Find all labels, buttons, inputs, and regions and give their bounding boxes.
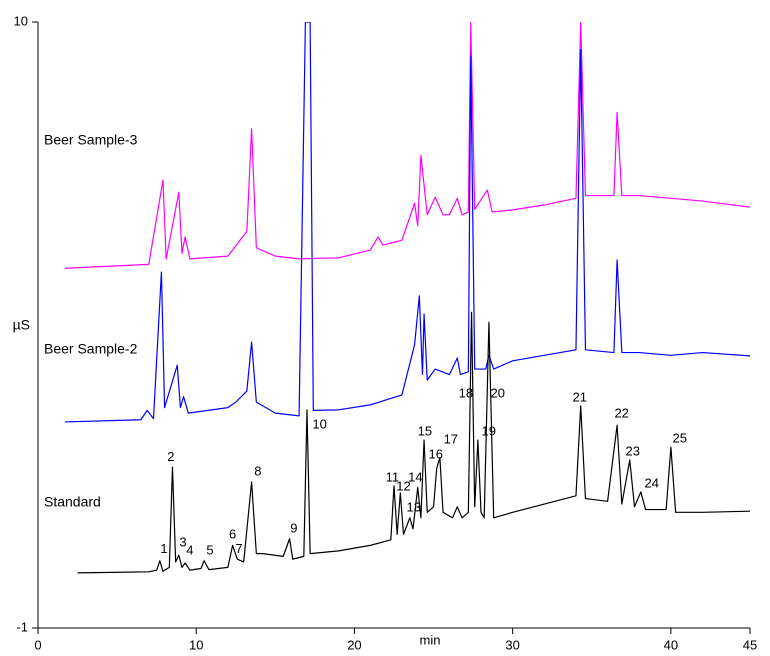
peak-label: 8 xyxy=(254,464,261,479)
x-tick-label: 45 xyxy=(743,637,757,652)
peak-label: 6 xyxy=(229,526,236,541)
peak-label: 4 xyxy=(186,542,193,557)
y-tick-label: 10 xyxy=(14,13,28,28)
trace-line xyxy=(64,22,751,269)
peak-label: 24 xyxy=(645,476,659,491)
peak-label: 21 xyxy=(573,390,587,405)
trace-line xyxy=(64,22,751,423)
peak-label: 16 xyxy=(429,446,443,461)
series-label: Beer Sample-3 xyxy=(44,132,138,148)
peak-label: 14 xyxy=(408,470,422,485)
peak-label: 13 xyxy=(407,499,421,514)
y-axis-label: µS xyxy=(13,317,30,333)
peak-label: 2 xyxy=(167,449,174,464)
peak-label: 1 xyxy=(160,541,167,556)
peak-label: 17 xyxy=(444,432,458,447)
y-tick-label: -1 xyxy=(16,619,28,634)
x-tick-label: 10 xyxy=(189,637,203,652)
peak-label: 12 xyxy=(396,478,410,493)
peak-label: 23 xyxy=(626,444,640,459)
plot-area xyxy=(64,22,751,574)
x-tick-label: 30 xyxy=(505,637,519,652)
peak-label: 3 xyxy=(179,535,186,550)
peak-label: 18 xyxy=(459,385,473,400)
series-label: Standard xyxy=(44,494,101,510)
x-tick-label: 0 xyxy=(34,637,41,652)
peak-label: 19 xyxy=(482,423,496,438)
trace-line xyxy=(77,311,751,574)
peak-label: 15 xyxy=(418,423,432,438)
peak-label: 7 xyxy=(235,541,242,556)
peak-label: 22 xyxy=(614,406,628,421)
peak-label: 9 xyxy=(290,520,297,535)
peak-label: 25 xyxy=(673,430,687,445)
peak-label: 10 xyxy=(312,417,326,432)
x-tick-label: 40 xyxy=(664,637,678,652)
x-tick-label: 20 xyxy=(347,637,361,652)
x-axis-label: min xyxy=(420,632,441,647)
peak-label: 11 xyxy=(386,470,400,485)
series-label: Beer Sample-2 xyxy=(44,341,138,357)
peak-label: 5 xyxy=(206,542,213,557)
peak-label: 20 xyxy=(491,385,505,400)
